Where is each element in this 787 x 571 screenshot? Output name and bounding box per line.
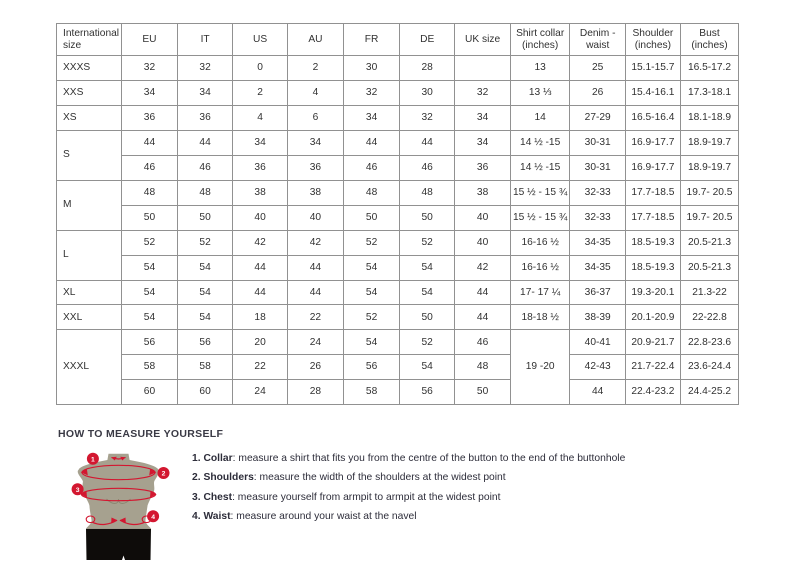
svg-text:2: 2 — [162, 471, 166, 478]
svg-text:3: 3 — [76, 487, 80, 494]
svg-text:1: 1 — [91, 456, 95, 463]
svg-text:4: 4 — [151, 514, 155, 521]
